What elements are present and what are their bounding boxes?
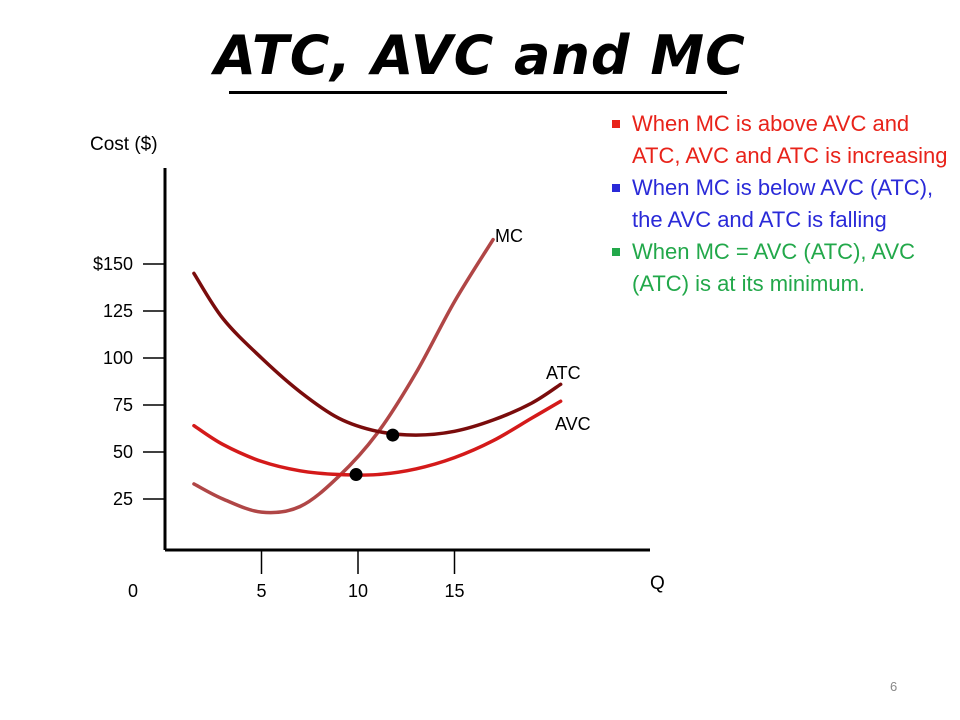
y-tick-label: $150 [93, 254, 133, 274]
series-label-atc: ATC [546, 363, 581, 383]
bullet-list: When MC is above AVC and ATC, AVC and AT… [608, 108, 948, 300]
intersection-point [349, 468, 363, 482]
x-tick-label: 10 [348, 581, 368, 601]
curve-atc [192, 271, 563, 437]
x-tick-label: 0 [128, 581, 138, 601]
intersection-point [386, 428, 400, 442]
page-number: 6 [890, 679, 898, 694]
bullet-item: When MC is above AVC and ATC, AVC and AT… [608, 108, 948, 172]
y-tick-label: 125 [103, 301, 133, 321]
series-label-avc: AVC [555, 414, 591, 434]
slide-title: ATC, AVC and MC [214, 24, 746, 87]
bullet-item: When MC is below AVC (ATC), the AVC and … [608, 172, 948, 236]
bullet-square-icon [612, 120, 620, 128]
curve-mc [192, 237, 495, 515]
y-tick-label: 50 [113, 442, 133, 462]
y-tick-label: 100 [103, 348, 133, 368]
curve-avc [192, 399, 563, 477]
bullet-square-icon [612, 184, 620, 192]
y-axis-label: Cost ($) [90, 134, 158, 155]
y-tick-label: 25 [113, 489, 133, 509]
title-underline [229, 91, 727, 94]
bullet-text: When MC is below AVC (ATC), the AVC and … [632, 175, 934, 232]
bullet-text: When MC = AVC (ATC), AVC (ATC) is at its… [632, 239, 916, 296]
y-tick-label: 75 [113, 395, 133, 415]
bullet-square-icon [612, 248, 620, 256]
bullet-text: When MC is above AVC and ATC, AVC and AT… [632, 111, 948, 168]
bullet-item: When MC = AVC (ATC), AVC (ATC) is at its… [608, 236, 948, 300]
x-axis-label: Q [650, 573, 665, 594]
x-tick-label: 15 [444, 581, 464, 601]
series-label-mc: MC [495, 226, 523, 246]
x-tick-label: 5 [256, 581, 266, 601]
